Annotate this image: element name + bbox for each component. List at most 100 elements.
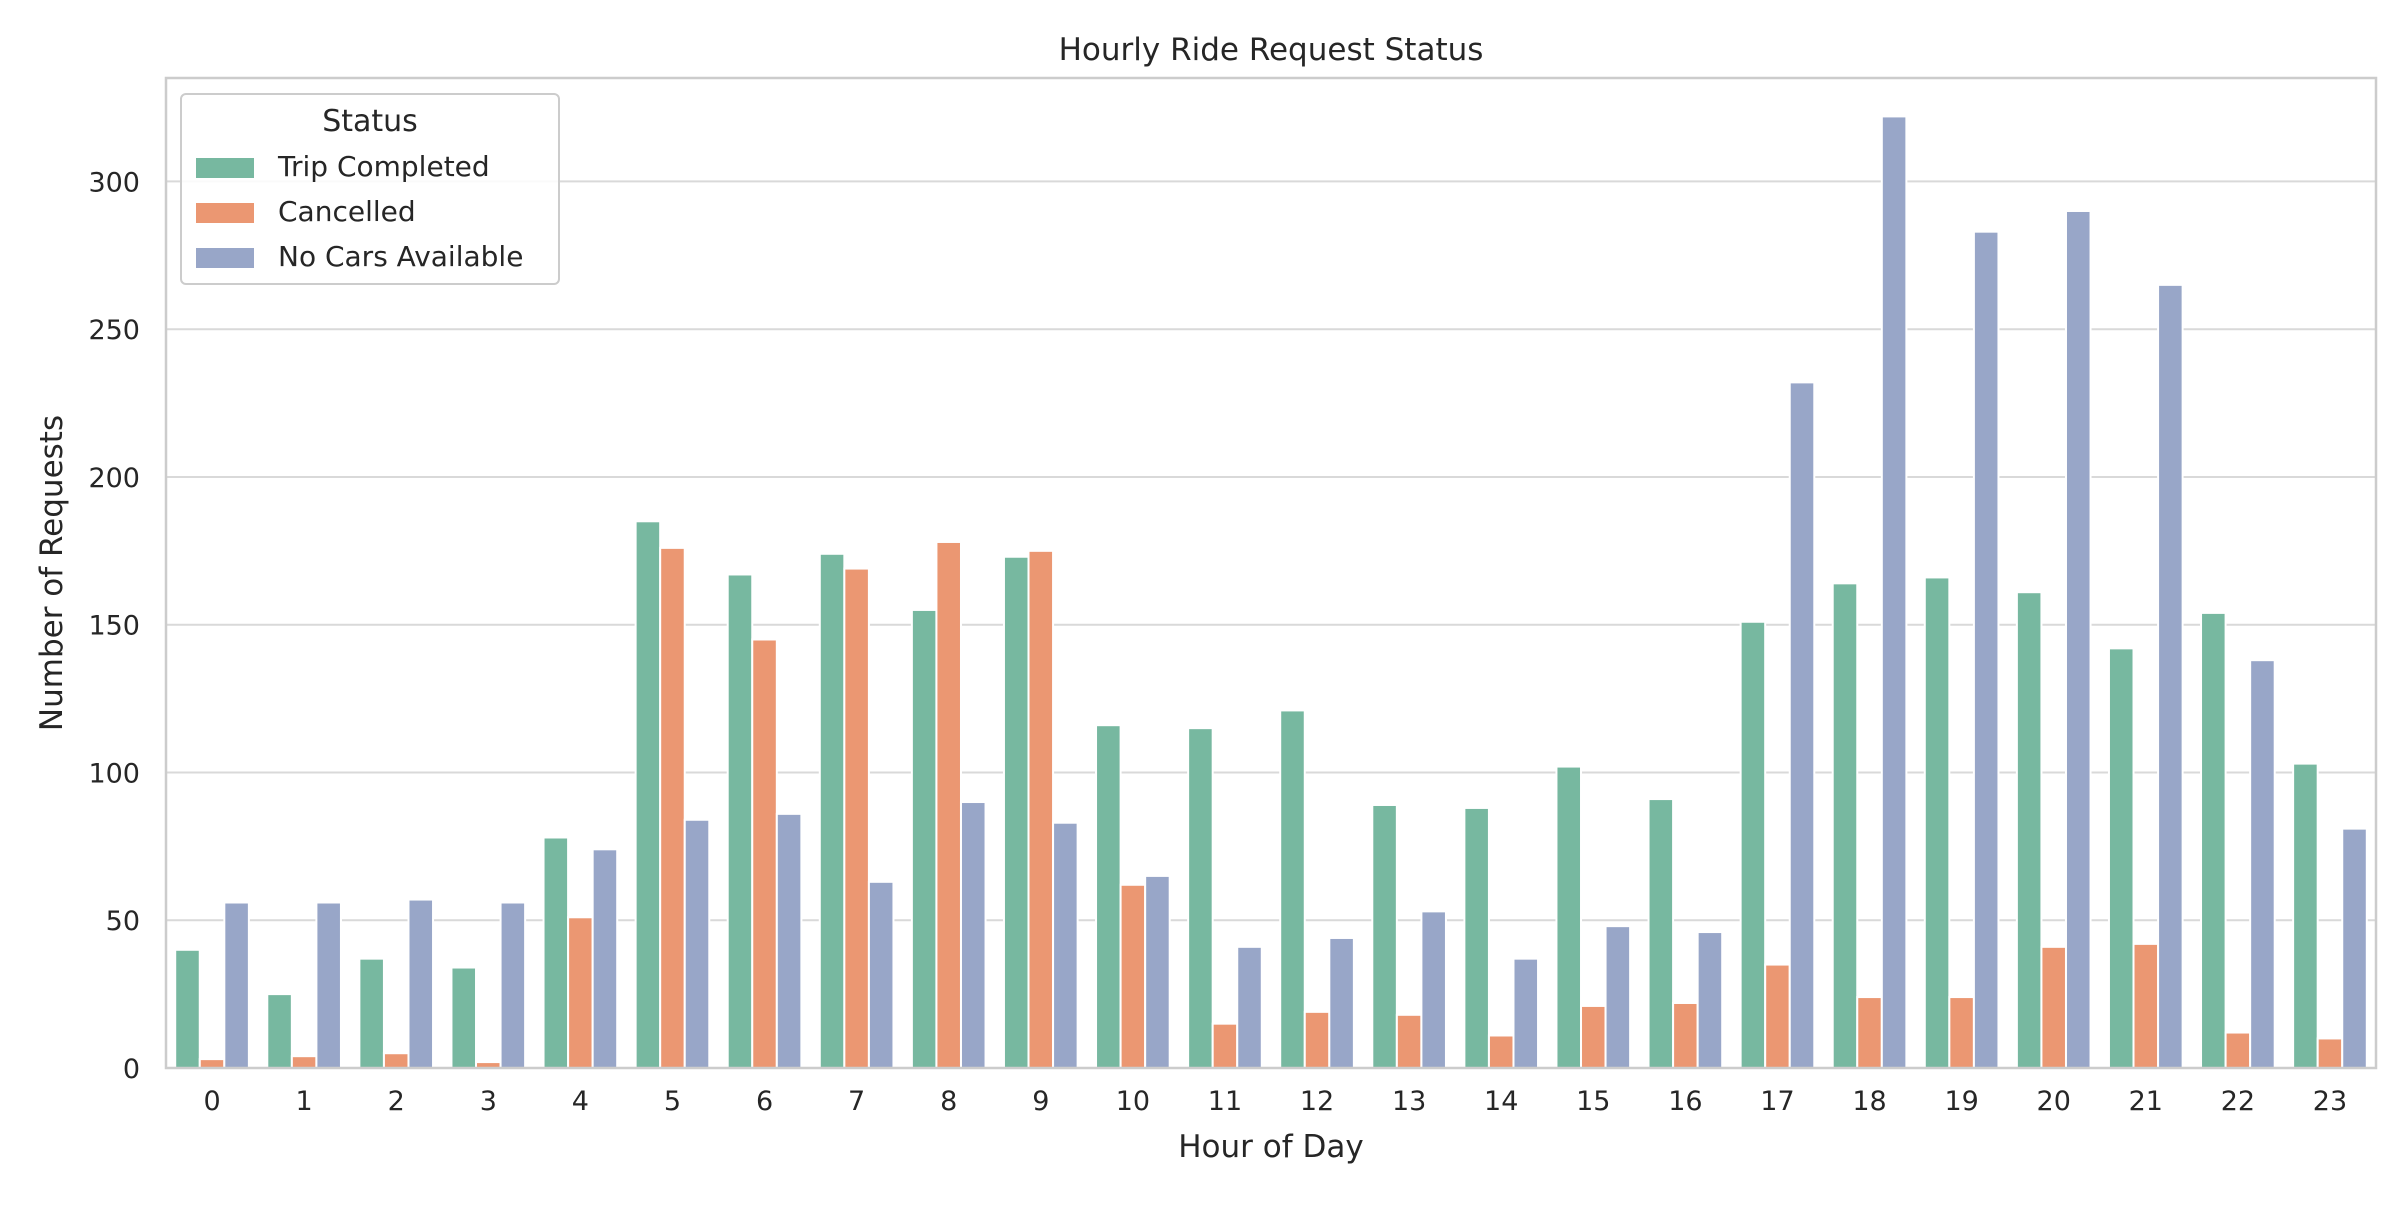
bar xyxy=(1052,821,1079,1070)
x-tick-labels: 0 1 2 3 4 5 6 7 8 9 10 11 12 13 14 15 16 17 18 19 20 21 22 23 xyxy=(203,1086,2347,1117)
bar xyxy=(358,957,385,1070)
bar xyxy=(450,966,478,1070)
bar xyxy=(1880,115,1908,1069)
bar xyxy=(910,608,938,1069)
bar xyxy=(1463,806,1490,1069)
x-tick-label: 6 xyxy=(756,1086,773,1117)
gridlines xyxy=(166,180,2376,1069)
bar xyxy=(1187,727,1214,1069)
x-tick-label: 15 xyxy=(1576,1086,1610,1117)
bar xyxy=(1972,230,2000,1070)
bar xyxy=(2249,659,2276,1069)
bar xyxy=(959,801,987,1069)
bar xyxy=(2040,945,2067,1069)
x-tick-label: 22 xyxy=(2221,1086,2255,1117)
bar xyxy=(683,818,711,1069)
x-tick-label: 5 xyxy=(664,1086,681,1117)
bar xyxy=(1211,1022,1239,1069)
bar xyxy=(1923,576,1951,1070)
bar xyxy=(1395,1013,1423,1069)
bar xyxy=(1027,549,1055,1069)
x-tick-label: 13 xyxy=(1392,1086,1426,1117)
bar xyxy=(1236,945,1263,1069)
bar xyxy=(1788,381,1816,1069)
bar xyxy=(1555,765,1583,1069)
bar xyxy=(867,880,895,1070)
bar xyxy=(591,848,619,1069)
x-tick-label: 10 xyxy=(1116,1086,1150,1117)
bar xyxy=(2064,209,2092,1070)
x-tick-label: 16 xyxy=(1668,1086,1702,1117)
bar xyxy=(1764,963,1791,1069)
x-tick-label: 11 xyxy=(1208,1086,1242,1117)
bar xyxy=(2316,1037,2344,1069)
bar xyxy=(843,567,870,1069)
bar xyxy=(2341,827,2368,1070)
x-axis-title: Hour of Day xyxy=(1178,1129,1363,1165)
y-tick-labels: 0 50 100 150 200 250 300 xyxy=(88,167,140,1085)
bar xyxy=(1095,724,1122,1069)
bar xyxy=(818,552,846,1069)
bar xyxy=(290,1055,318,1069)
bar xyxy=(1739,620,1767,1069)
legend: Status Trip Completed Cancelled No Cars Av… xyxy=(180,93,560,285)
bar xyxy=(1279,709,1306,1069)
bar xyxy=(2107,647,2135,1069)
x-tick-label: 2 xyxy=(388,1086,405,1117)
legend-label: Trip Completed xyxy=(277,150,490,183)
chart-title: Hourly Ride Request Status xyxy=(1059,32,1484,68)
x-tick-label: 9 xyxy=(1032,1086,1049,1117)
legend-items: Trip Completed Cancelled No Cars Available xyxy=(196,150,523,273)
bar xyxy=(174,948,201,1069)
y-tick-label: 0 xyxy=(123,1054,140,1085)
bar xyxy=(315,901,342,1069)
y-tick-label: 150 xyxy=(88,611,140,642)
bar xyxy=(2157,283,2184,1069)
y-tick-label: 50 xyxy=(106,906,140,937)
bar xyxy=(1580,1004,1607,1070)
bar xyxy=(1672,1001,1699,1069)
x-tick-label: 12 xyxy=(1300,1086,1334,1117)
y-tick-label: 100 xyxy=(88,758,140,789)
legend-box xyxy=(180,93,560,285)
bar xyxy=(198,1058,226,1069)
x-tick-label: 1 xyxy=(296,1086,313,1117)
bar xyxy=(1696,931,1724,1069)
bar xyxy=(1303,1010,1331,1070)
bar xyxy=(935,540,962,1069)
bar xyxy=(499,901,527,1069)
bar xyxy=(382,1052,410,1069)
bar xyxy=(1420,910,1447,1069)
bar xyxy=(1831,582,1859,1069)
y-tick-label: 200 xyxy=(88,463,140,494)
bar xyxy=(1487,1034,1515,1070)
y-tick-label: 300 xyxy=(88,167,140,198)
legend-swatch xyxy=(196,203,254,223)
bar xyxy=(1371,803,1398,1069)
x-tick-label: 20 xyxy=(2037,1086,2071,1117)
bar xyxy=(634,520,662,1069)
bar xyxy=(2292,762,2319,1069)
x-tick-label: 3 xyxy=(480,1086,497,1117)
bar xyxy=(542,836,570,1070)
legend-title: Status xyxy=(322,104,418,139)
bar xyxy=(2132,942,2160,1070)
y-axis-title: Number of Requests xyxy=(34,415,70,731)
bar xyxy=(567,916,594,1069)
x-tick-label: 8 xyxy=(940,1086,957,1117)
bars xyxy=(174,115,2368,1070)
bar xyxy=(407,898,435,1069)
bar xyxy=(2015,591,2043,1070)
legend-swatch xyxy=(196,158,254,178)
bar xyxy=(1512,957,1540,1070)
bar xyxy=(1119,883,1147,1069)
bar xyxy=(775,812,803,1070)
bar xyxy=(2200,611,2227,1069)
legend-swatch xyxy=(196,248,254,268)
x-tick-label: 19 xyxy=(1944,1086,1978,1117)
bar xyxy=(1856,996,1883,1070)
bar xyxy=(1948,996,1975,1070)
x-tick-label: 21 xyxy=(2129,1086,2163,1117)
